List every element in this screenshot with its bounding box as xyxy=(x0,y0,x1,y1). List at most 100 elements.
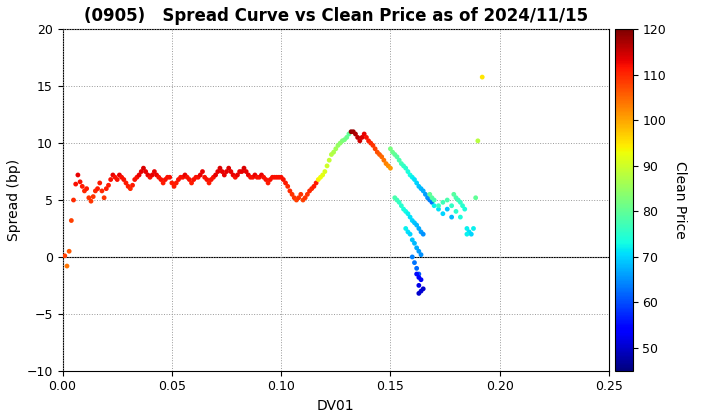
Point xyxy=(306,185,318,192)
Point xyxy=(400,225,412,232)
Point xyxy=(464,228,475,235)
Point xyxy=(437,210,449,217)
Point xyxy=(413,183,425,190)
Point xyxy=(109,174,121,181)
Point xyxy=(114,172,125,178)
Point xyxy=(197,168,208,175)
Point xyxy=(175,174,186,181)
Point xyxy=(336,137,348,144)
Point xyxy=(188,176,199,183)
Point xyxy=(219,172,230,178)
Point xyxy=(103,182,114,189)
Point xyxy=(287,191,298,198)
Point xyxy=(397,206,409,213)
Point xyxy=(262,180,274,186)
Point xyxy=(450,208,462,215)
Point xyxy=(146,172,158,178)
Point xyxy=(194,172,206,178)
Point xyxy=(201,176,212,183)
Point xyxy=(278,176,289,183)
Point xyxy=(76,183,88,190)
Point xyxy=(133,172,145,178)
Point xyxy=(125,185,136,192)
Point xyxy=(236,168,248,175)
Point xyxy=(448,191,459,198)
Point xyxy=(456,202,468,209)
Point xyxy=(238,165,250,171)
Point xyxy=(352,134,364,141)
Point xyxy=(135,168,147,175)
Point xyxy=(446,214,457,220)
Point xyxy=(140,168,151,175)
Y-axis label: Spread (bp): Spread (bp) xyxy=(7,159,21,241)
Point xyxy=(96,188,108,194)
Point xyxy=(468,225,480,232)
Point xyxy=(129,176,140,183)
Point xyxy=(232,172,243,178)
Point xyxy=(389,151,400,158)
Point xyxy=(210,172,221,178)
Point xyxy=(173,176,184,183)
Point xyxy=(462,225,473,232)
Point xyxy=(393,199,405,206)
Point xyxy=(245,174,256,181)
Point xyxy=(116,174,127,181)
Point xyxy=(280,180,292,186)
Point xyxy=(361,134,372,141)
Point xyxy=(407,254,418,260)
Point xyxy=(68,197,79,203)
Point xyxy=(131,174,143,181)
Point xyxy=(411,265,423,272)
Point xyxy=(402,228,414,235)
Point xyxy=(199,174,210,181)
Point xyxy=(177,174,189,181)
Point xyxy=(107,172,119,178)
Point xyxy=(295,191,307,198)
Point xyxy=(328,149,339,155)
Point xyxy=(346,129,357,135)
Point xyxy=(264,176,276,183)
Point xyxy=(325,151,337,158)
Point xyxy=(83,194,94,201)
Point xyxy=(391,153,402,160)
Point xyxy=(122,183,134,190)
Point xyxy=(384,145,396,152)
Point xyxy=(359,131,370,137)
Point xyxy=(466,231,477,238)
Point xyxy=(94,180,106,186)
Point xyxy=(413,290,425,297)
Point xyxy=(304,188,315,194)
Point xyxy=(144,174,156,181)
Point xyxy=(339,136,351,143)
Point xyxy=(400,165,412,171)
Point xyxy=(293,194,305,201)
Point xyxy=(395,202,407,209)
Point xyxy=(269,174,280,181)
Point xyxy=(415,228,427,235)
Point xyxy=(376,153,387,160)
Point xyxy=(378,157,390,163)
Point xyxy=(433,202,444,209)
Point xyxy=(395,160,407,167)
Point xyxy=(472,137,484,144)
Point xyxy=(365,140,377,147)
Point xyxy=(426,199,438,206)
Point xyxy=(402,210,414,217)
Point xyxy=(205,176,217,183)
Point xyxy=(405,231,416,238)
Point xyxy=(92,185,104,192)
Point xyxy=(462,231,473,238)
Point xyxy=(321,163,333,169)
Point xyxy=(459,206,470,213)
Point xyxy=(101,185,112,192)
Point xyxy=(341,134,353,141)
Point xyxy=(413,248,425,255)
Point xyxy=(415,185,427,192)
Point xyxy=(402,168,414,175)
Point xyxy=(249,172,261,178)
Point xyxy=(240,168,252,175)
Point xyxy=(389,194,400,201)
Point xyxy=(291,197,302,203)
Point xyxy=(223,165,235,171)
Point xyxy=(372,149,383,155)
